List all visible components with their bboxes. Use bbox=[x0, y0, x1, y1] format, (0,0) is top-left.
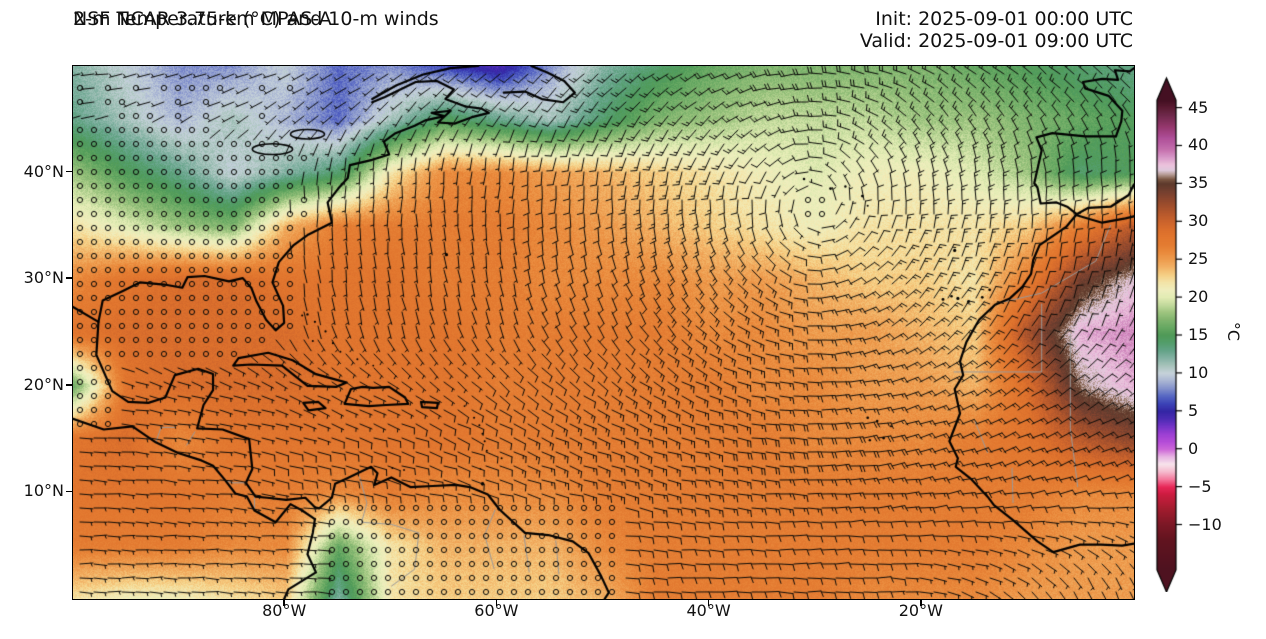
colorbar-tick-label: 10 bbox=[1188, 362, 1209, 382]
colorbar-tick-label: 15 bbox=[1188, 325, 1209, 344]
latitude-axis: 40°N 30°N 20°N 10°N bbox=[0, 0, 64, 639]
field-subtitle: 2-m Temperature (°C) and 10-m winds bbox=[73, 8, 439, 30]
valid-time-label: Valid: 2025-09-01 09:00 UTC bbox=[859, 30, 1133, 52]
x-tick-label: 40°W bbox=[686, 601, 731, 620]
y-tick-label: 10°N bbox=[23, 481, 64, 501]
model-title: NSF NCAR 3.75-km MPAS-A bbox=[73, 8, 332, 30]
colorbar-tick-label: 40 bbox=[1188, 135, 1209, 155]
colorbar-tick-label: 35 bbox=[1188, 173, 1209, 193]
y-tick-mark bbox=[66, 277, 72, 279]
longitude-axis: 80°W 60°W 40°W 20°W bbox=[0, 602, 1266, 624]
colorbar-tick-label: −10 bbox=[1188, 514, 1222, 534]
y-tick-label: 20°N bbox=[23, 374, 64, 394]
x-tick-mark bbox=[707, 600, 710, 606]
colorbar-tick-label: −5 bbox=[1188, 476, 1212, 496]
x-tick-label: 60°W bbox=[474, 601, 519, 620]
y-tick-mark bbox=[66, 170, 72, 173]
colorbar-tick-label: 0 bbox=[1188, 438, 1199, 458]
y-tick-label: 30°N bbox=[23, 268, 64, 288]
y-tick-label: 40°N bbox=[23, 161, 64, 181]
colorbar-tick-label: 20 bbox=[1188, 287, 1209, 307]
colorbar-canvas bbox=[1154, 76, 1190, 592]
x-tick-mark bbox=[495, 600, 498, 606]
temperature-wind-map-canvas bbox=[73, 66, 1134, 599]
colorbar-tick-label: 45 bbox=[1188, 97, 1209, 117]
x-tick-label: 80°W bbox=[262, 601, 307, 620]
x-tick-label: 20°W bbox=[898, 601, 943, 620]
map-frame bbox=[72, 65, 1135, 600]
init-time-label: Init: 2025-09-01 00:00 UTC bbox=[875, 8, 1133, 30]
colorbar-tick-label: 30 bbox=[1188, 211, 1209, 231]
colorbar-tick-label: 5 bbox=[1188, 400, 1199, 420]
colorbar-unit-label: °C bbox=[1224, 321, 1244, 342]
colorbar-tick-label: 25 bbox=[1188, 249, 1209, 269]
time-block: Init: 2025-09-01 00:00 UTC Valid: 2025-0… bbox=[72, 8, 1133, 52]
x-tick-mark bbox=[283, 600, 285, 606]
y-tick-mark bbox=[66, 384, 72, 386]
y-tick-mark bbox=[66, 490, 72, 493]
x-tick-mark bbox=[920, 600, 922, 606]
title-block: NSF NCAR 3.75-km MPAS-A 2-m Temperature … bbox=[73, 8, 439, 30]
